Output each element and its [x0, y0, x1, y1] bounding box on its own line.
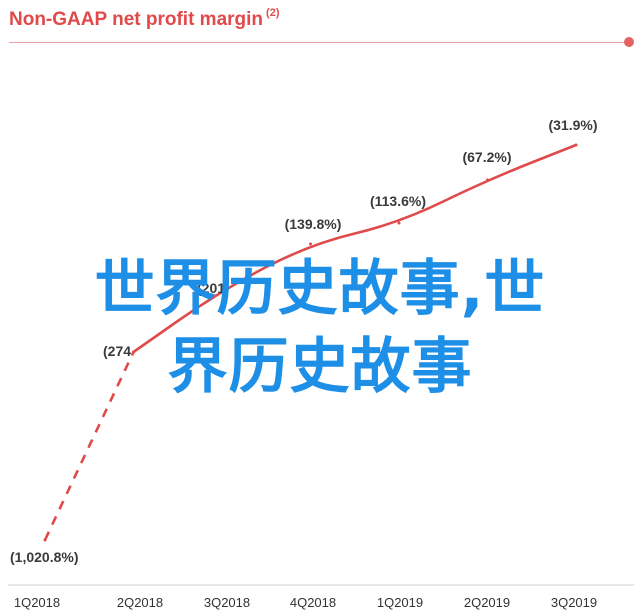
data-label-1Q2018: (1,020.8%)	[10, 549, 78, 565]
data-label-2Q2018: (274	[103, 343, 131, 359]
data-label-3Q2019: (31.9%)	[548, 117, 597, 133]
x-tick-1Q2019: 1Q2019	[377, 595, 423, 610]
title-rule	[9, 42, 629, 43]
data-point-2Q2019	[486, 178, 489, 182]
data-point-1Q2019	[397, 221, 401, 225]
series-line-dashed	[43, 351, 135, 541]
x-tick-3Q2019: 3Q2019	[551, 595, 597, 610]
data-label-4Q2018: (139.8%)	[285, 216, 342, 232]
series-layer	[43, 143, 578, 542]
x-tick-2Q2019: 2Q2019	[464, 595, 510, 610]
title-rule-dot	[624, 37, 634, 47]
data-point-3Q2018	[220, 288, 224, 292]
data-point-2Q2018	[132, 350, 135, 354]
data-point-3Q2019	[574, 143, 578, 147]
chart-title-text: Non-GAAP net profit margin	[9, 9, 264, 30]
data-point-1Q2018	[43, 538, 47, 542]
x-tick-4Q2018: 4Q2018	[290, 595, 336, 610]
data-label-2Q2019: (67.2%)	[462, 149, 511, 165]
series-line-solid	[132, 143, 578, 354]
watermark-text-line-1: 世界历史故事,世	[94, 254, 546, 324]
data-label-layer: (1,020.8%) (274 (201 (139.8%) (113.6%) (67.2%…	[10, 117, 598, 565]
data-point-4Q2018	[309, 242, 312, 246]
data-label-3Q2018: (201	[197, 280, 225, 296]
x-tick-3Q2018: 3Q2018	[204, 595, 250, 610]
x-tick-2Q2018: 2Q2018	[117, 595, 163, 610]
data-label-1Q2019: (113.6%)	[370, 193, 426, 209]
x-tick-1Q2018: 1Q2018	[14, 595, 60, 610]
watermark-text-line-2: 界历史故事	[167, 332, 473, 402]
chart-title: Non-GAAP net profit margin (2)	[9, 7, 280, 31]
x-tick-layer: 1Q2018 2Q2018 3Q2018 4Q2018 1Q2019 2Q2019 3Q20…	[14, 595, 597, 610]
chart-title-footnote: (2)	[266, 7, 280, 19]
